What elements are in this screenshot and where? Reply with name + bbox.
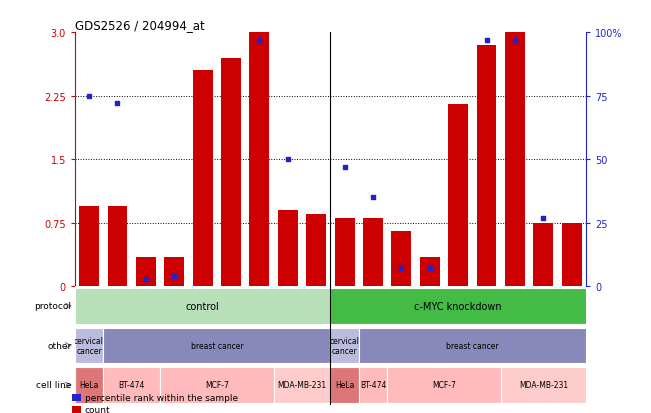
Bar	[330, 367, 359, 403]
Text: breast cancer: breast cancer	[446, 341, 499, 350]
Text: BT-474: BT-474	[118, 380, 145, 389]
Text: MDA-MB-231: MDA-MB-231	[277, 380, 327, 389]
Bar	[75, 328, 104, 363]
Bar	[104, 367, 160, 403]
Text: MCF-7: MCF-7	[205, 380, 229, 389]
Bar	[136, 257, 156, 287]
Point	[538, 215, 549, 221]
Text: cell line: cell line	[36, 380, 72, 389]
Text: cervical
cancer: cervical cancer	[329, 336, 359, 355]
Bar	[278, 211, 298, 287]
Bar	[249, 33, 270, 287]
Bar	[330, 328, 359, 363]
Bar	[420, 257, 439, 287]
Bar	[221, 58, 241, 287]
Text: GDS2526 / 204994_at: GDS2526 / 204994_at	[75, 19, 204, 32]
Bar	[104, 328, 330, 363]
Bar	[359, 328, 586, 363]
Text: breast cancer: breast cancer	[191, 341, 243, 350]
Point	[112, 101, 122, 107]
Bar	[107, 206, 128, 287]
Bar	[330, 288, 586, 324]
Point	[396, 266, 407, 272]
Text: other: other	[48, 341, 72, 350]
Bar	[164, 257, 184, 287]
Point	[481, 37, 492, 44]
Text: count: count	[85, 405, 110, 413]
Bar	[75, 288, 330, 324]
Bar	[79, 206, 99, 287]
Point	[141, 275, 151, 282]
Text: cervical
cancer: cervical cancer	[74, 336, 104, 355]
Bar	[505, 33, 525, 287]
Point	[169, 273, 180, 280]
Text: control: control	[186, 301, 219, 311]
Bar	[562, 223, 581, 287]
Point	[254, 37, 264, 44]
Bar	[533, 223, 553, 287]
Point	[510, 37, 520, 44]
Bar	[391, 232, 411, 287]
Bar	[359, 367, 387, 403]
Bar	[306, 215, 326, 287]
Point	[283, 157, 293, 163]
Text: protocol: protocol	[35, 301, 72, 311]
Bar	[501, 367, 586, 403]
Bar	[448, 105, 468, 287]
Text: HeLa: HeLa	[335, 380, 354, 389]
Point	[339, 164, 350, 171]
Text: BT-474: BT-474	[360, 380, 386, 389]
Point	[368, 195, 378, 201]
Bar	[477, 46, 497, 287]
Text: c-MYC knockdown: c-MYC knockdown	[414, 301, 502, 311]
Text: percentile rank within the sample: percentile rank within the sample	[85, 393, 238, 402]
Bar	[363, 219, 383, 287]
Text: MDA-MB-231: MDA-MB-231	[519, 380, 568, 389]
Bar	[335, 219, 355, 287]
Bar	[75, 367, 104, 403]
Bar	[273, 367, 330, 403]
Text: MCF-7: MCF-7	[432, 380, 456, 389]
Bar	[193, 71, 213, 287]
Text: HeLa: HeLa	[79, 380, 99, 389]
Bar	[387, 367, 501, 403]
Point	[424, 266, 435, 272]
Point	[84, 93, 94, 100]
Bar	[160, 367, 273, 403]
